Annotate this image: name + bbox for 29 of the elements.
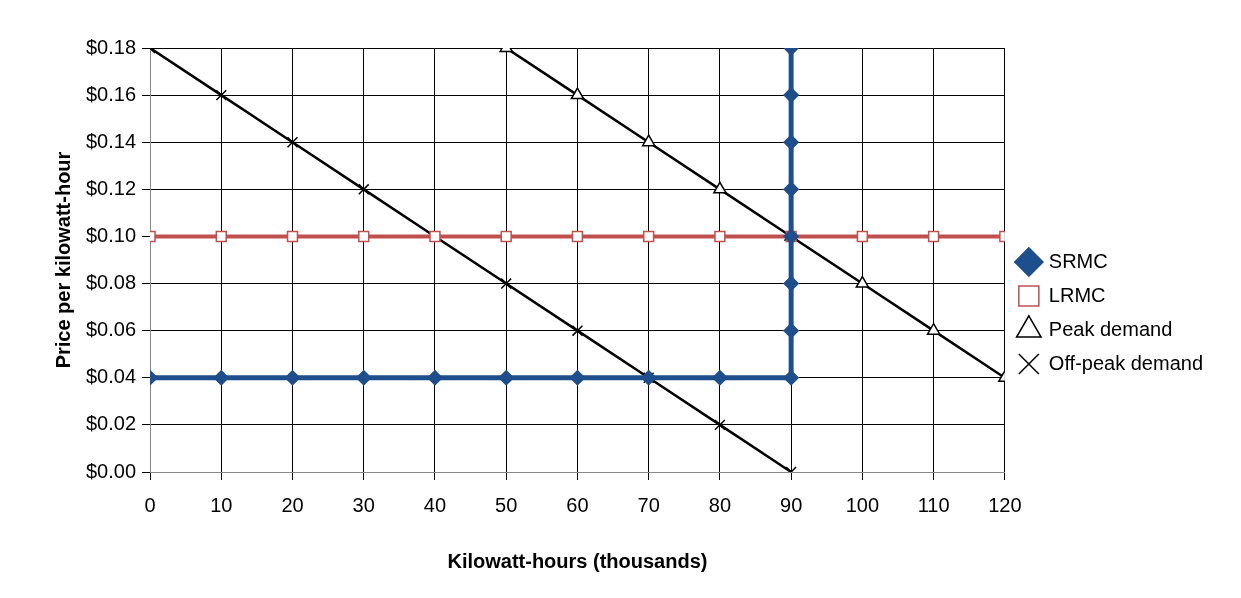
- legend-label: SRMC: [1048, 249, 1108, 272]
- x-tick-label: 90: [780, 493, 803, 516]
- legend-label: Peak demand: [1048, 317, 1173, 340]
- x-tick-label: 80: [708, 493, 732, 516]
- y-tick-label: $0.10: [85, 223, 137, 246]
- x-tick-label: 50: [495, 493, 518, 516]
- y-tick-label: $0.16: [85, 82, 137, 105]
- y-tick-label: $0.00: [85, 459, 137, 482]
- x-tick-label: 0: [144, 493, 156, 516]
- legend-label: LRMC: [1048, 283, 1106, 306]
- y-tick-label: $0.18: [85, 35, 137, 58]
- y-tick-label: $0.04: [85, 365, 137, 388]
- x-axis-title: Kilowatt-hours (thousands): [447, 549, 708, 572]
- y-tick-label: $0.02: [85, 412, 137, 435]
- x-tick-label: 100: [845, 493, 880, 516]
- y-axis-title: Price per kilowatt-hour: [51, 151, 74, 369]
- legend-label: Off-peak demand: [1048, 351, 1203, 374]
- y-tick-label: $0.14: [85, 129, 137, 152]
- x-tick-label: 10: [210, 493, 233, 516]
- x-tick-label: 110: [917, 493, 950, 516]
- y-tick-label: $0.06: [85, 318, 137, 341]
- y-tick-label: $0.08: [85, 271, 137, 294]
- x-tick-label: 20: [281, 493, 304, 516]
- x-tick-label: 120: [988, 493, 1022, 516]
- y-tick-label: $0.12: [85, 176, 137, 199]
- x-tick-label: 60: [566, 493, 589, 516]
- x-tick-label: 40: [423, 493, 447, 516]
- x-tick-label: 70: [637, 493, 660, 516]
- x-tick-label: 30: [352, 493, 375, 516]
